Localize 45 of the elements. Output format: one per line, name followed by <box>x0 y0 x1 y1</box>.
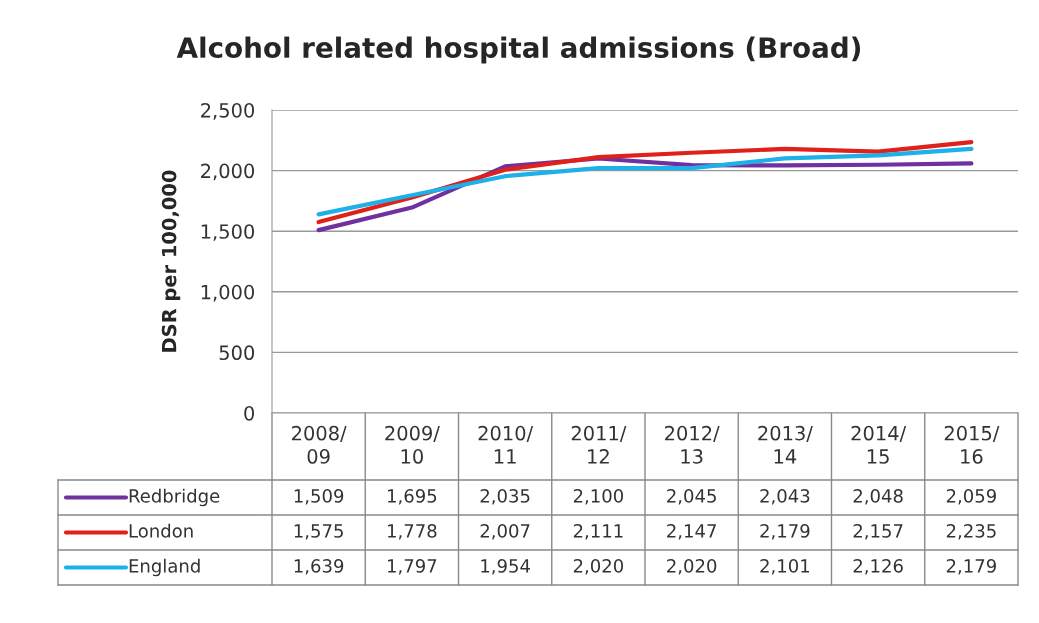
data-label: 1,695 <box>388 489 437 505</box>
data-label: 2,157 <box>853 524 903 540</box>
data-label: 1,778 <box>388 524 437 540</box>
x-tick-label: 2015/16 <box>944 425 1000 464</box>
data-label: 1,954 <box>481 559 530 575</box>
data-label: 2,100 <box>573 489 624 505</box>
data-label: 2,020 <box>667 559 717 575</box>
legend-label: Redbridge <box>129 488 220 507</box>
data-label: 2,235 <box>946 524 996 540</box>
x-tick-label: 2012/13 <box>665 425 720 464</box>
y-tick-label: 2,000 <box>201 163 255 181</box>
y-tick-label: 500 <box>219 345 255 361</box>
data-label: 2,179 <box>946 559 996 575</box>
data-label: 2,126 <box>853 559 903 575</box>
data-label: 2,043 <box>760 489 810 505</box>
x-tick-label: 2008/09 <box>292 425 347 464</box>
data-label: 2,048 <box>853 489 903 505</box>
chart-title: Alcohol related hospital admissions (Broad) <box>176 36 861 64</box>
y-tick-label: 1,500 <box>201 224 255 241</box>
data-label: 2,035 <box>480 489 530 505</box>
y-tick-label: 2,500 <box>201 102 255 120</box>
y-axis-title: DSR per 100,000 <box>161 170 181 352</box>
x-tick-label: 2013/14 <box>758 425 813 464</box>
data-label: 2,007 <box>480 524 530 540</box>
line-series <box>316 146 974 217</box>
x-tick-label: 2009/10 <box>385 425 440 464</box>
data-label: 2,101 <box>760 559 810 575</box>
data-label: 2,111 <box>573 524 623 540</box>
data-label: 1,575 <box>294 524 343 540</box>
data-label: 1,797 <box>388 559 437 575</box>
data-label: 2,147 <box>667 524 716 540</box>
data-label: 2,179 <box>760 524 810 540</box>
data-label: 2,020 <box>573 559 624 575</box>
line-series <box>316 140 974 225</box>
legend-label: London <box>129 523 193 538</box>
data-label: 1,639 <box>294 559 344 575</box>
x-tick-label: 2010/11 <box>478 425 534 464</box>
data-label: 2,059 <box>946 489 996 505</box>
data-label: 1,509 <box>294 489 344 505</box>
x-tick-label: 2011/12 <box>571 425 627 464</box>
y-tick-label: 0 <box>244 405 255 421</box>
legend-label: England <box>129 558 200 577</box>
y-tick-label: 1,000 <box>201 284 255 302</box>
x-tick-label: 2014/15 <box>851 425 907 464</box>
data-label: 2,045 <box>667 489 716 505</box>
